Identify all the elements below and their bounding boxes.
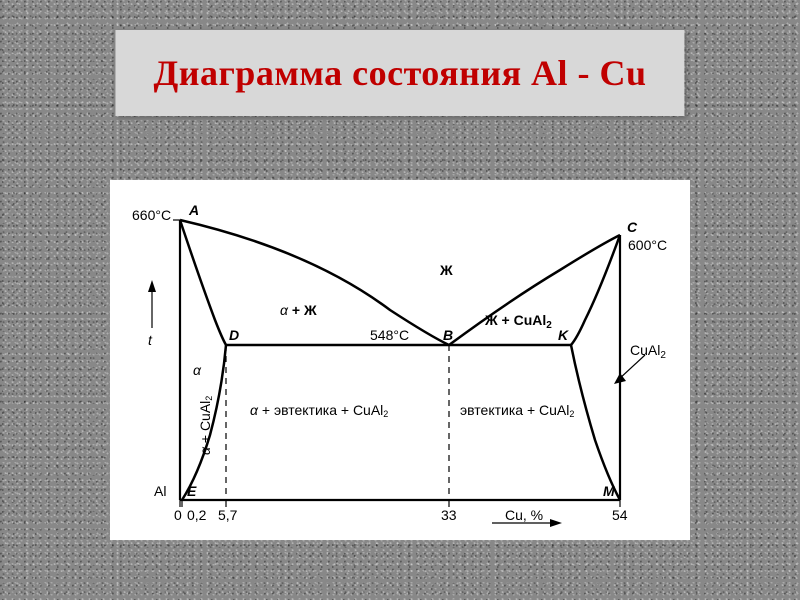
diagram-svg: t Cu, % A B C D E K M 660°C 600°C 548°C … xyxy=(110,180,690,540)
temp-600: 600°C xyxy=(628,237,667,253)
pt-C: C xyxy=(627,219,638,235)
page-title: Диаграмма состояния Al - Cu xyxy=(153,52,646,94)
region-alpha-l: α + Ж xyxy=(280,302,317,318)
region-cual2: CuAl2 xyxy=(630,342,666,361)
xlabel: Cu, % xyxy=(505,507,543,523)
xt-0: 0 xyxy=(174,507,182,523)
xt-33: 33 xyxy=(441,507,457,523)
region-a-eut-cual2: α + эвтектика + CuAl2 xyxy=(250,402,388,419)
region-l-cual2: Ж + CuAl2 xyxy=(484,312,552,331)
solidus-ad xyxy=(180,220,226,345)
pt-K: K xyxy=(558,327,569,343)
phase-diagram: t Cu, % A B C D E K M 660°C 600°C 548°C … xyxy=(110,180,690,540)
pt-A: A xyxy=(188,202,199,218)
xt-57: 5,7 xyxy=(218,507,238,523)
region-eut-cual2: эвтектика + CuAl2 xyxy=(460,402,574,419)
temp-548: 548°C xyxy=(370,327,409,343)
title-box: Диаграмма состояния Al - Cu xyxy=(115,30,684,116)
temp-660: 660°C xyxy=(132,207,171,223)
pt-E: E xyxy=(187,483,197,499)
pt-D: D xyxy=(229,327,239,343)
liquidus-right xyxy=(449,235,620,345)
xt-54: 54 xyxy=(612,507,628,523)
x-arrowhead xyxy=(550,519,562,527)
region-liquid: Ж xyxy=(439,262,453,278)
region-alpha: α xyxy=(193,362,202,378)
solidus-ck xyxy=(571,235,620,345)
region-a-cual2-vertical: α + CuAl2 xyxy=(197,396,214,455)
left-element: Al xyxy=(154,483,166,499)
t-arrowhead xyxy=(148,280,156,292)
pt-B: B xyxy=(443,327,453,343)
pt-M: M xyxy=(603,483,615,499)
solvus-km xyxy=(571,345,620,500)
xt-02: 0,2 xyxy=(187,507,207,523)
ylabel-t: t xyxy=(148,332,153,348)
